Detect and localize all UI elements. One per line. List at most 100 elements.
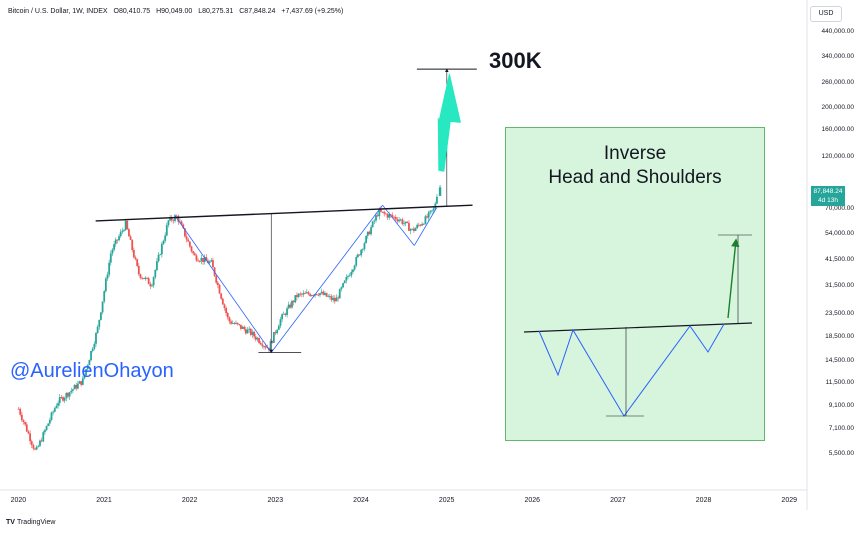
candle-body <box>393 216 396 218</box>
candle-body <box>124 220 127 231</box>
candle-body <box>307 292 310 295</box>
candle-body <box>62 397 64 401</box>
y-tick-label: 18,500.00 <box>825 333 854 341</box>
candle-body <box>76 383 79 389</box>
y-tick-label: 160,000.00 <box>821 125 854 133</box>
candle-body <box>154 269 157 278</box>
candle-body <box>30 441 33 445</box>
candle-body <box>202 257 204 263</box>
pattern-lines <box>174 204 437 353</box>
projection-arrow <box>437 73 461 172</box>
x-tick-label: 2027 <box>610 497 626 504</box>
x-tick-label: 2023 <box>267 497 284 504</box>
candle-body <box>277 325 280 330</box>
candle-body <box>218 284 221 294</box>
candle-body <box>157 254 160 262</box>
candle-body <box>177 215 180 222</box>
candle-body <box>25 424 28 432</box>
candle-body <box>312 295 315 296</box>
candle-body <box>342 283 344 288</box>
candle-body <box>360 249 363 256</box>
candle-body <box>142 278 145 280</box>
candle-body <box>119 231 122 237</box>
candle-body <box>287 304 290 309</box>
candle-body <box>106 274 109 279</box>
candle-body <box>254 336 257 340</box>
candle-body <box>327 296 330 298</box>
candle-body <box>146 277 148 279</box>
candle-body <box>91 348 94 352</box>
candle-body <box>47 423 50 426</box>
candle-body <box>365 235 368 243</box>
candle-body <box>88 360 91 366</box>
candle-body <box>338 289 341 299</box>
candle-body <box>24 421 27 425</box>
candle-body <box>398 219 400 222</box>
candle-body <box>210 260 213 262</box>
candle-body <box>256 338 259 340</box>
candle-body <box>269 341 272 351</box>
x-tick-label: 2026 <box>524 497 541 504</box>
candle-body <box>411 228 414 230</box>
candle-body <box>322 291 325 295</box>
candle-body <box>343 280 346 284</box>
candle-body <box>391 215 394 217</box>
candle-body <box>215 275 218 283</box>
pattern-line <box>174 214 272 353</box>
candle-body <box>203 257 206 263</box>
candle-body <box>35 446 38 450</box>
candle-body <box>223 304 226 308</box>
candle-body <box>419 224 422 226</box>
candle-body <box>243 326 246 330</box>
candle-body <box>53 408 56 412</box>
candle-body <box>190 246 193 252</box>
candle-body <box>284 313 287 316</box>
candle-body <box>109 253 112 263</box>
candle-body <box>139 274 142 278</box>
candle-body <box>40 440 43 442</box>
candle-body <box>159 254 162 256</box>
candle-body <box>238 324 241 325</box>
symbol-header: Bitcoin / U.S. Dollar, 1W, INDEX O80,410… <box>8 8 347 15</box>
candle-body <box>205 257 208 261</box>
candle-body <box>282 313 285 315</box>
candle-body <box>274 332 277 334</box>
y-tick-label: 11,500.00 <box>825 379 854 387</box>
candle-body <box>212 260 214 268</box>
candle-body <box>422 223 425 225</box>
candle-body <box>409 229 412 231</box>
candle-body <box>27 431 30 434</box>
candle-body <box>258 338 260 343</box>
author-handle: @AurelienOhayon <box>10 360 174 382</box>
tradingview-logo-mark: TV <box>6 519 15 526</box>
candle-body <box>60 397 63 398</box>
candle-body <box>424 216 427 225</box>
candle-body <box>333 298 336 302</box>
candle-body <box>104 278 107 292</box>
candle-body <box>164 235 167 241</box>
inset-pattern-path <box>538 323 725 417</box>
ohlc-change: +7,437.69 (+9.25%) <box>281 8 344 15</box>
currency-button[interactable]: USD <box>810 6 842 22</box>
candle-body <box>179 221 181 223</box>
candle-body <box>276 329 279 334</box>
candle-body <box>388 214 391 218</box>
candle-body <box>421 223 424 226</box>
candle-body <box>188 241 191 247</box>
candle-body <box>208 261 211 264</box>
candle-body <box>383 211 386 214</box>
candle-body <box>297 293 300 297</box>
candle-body <box>289 304 292 308</box>
candle-body <box>434 203 437 209</box>
candle-body <box>78 381 81 384</box>
y-tick-label: 23,500.00 <box>825 310 854 318</box>
candle-body <box>240 324 242 329</box>
tradingview-logo[interactable]: TV TradingView <box>6 519 55 526</box>
candle-body <box>96 326 99 334</box>
candle-body <box>72 389 74 391</box>
candle-body <box>406 221 409 223</box>
y-tick-label: 200,000.00 <box>821 104 854 112</box>
candle-body <box>417 224 420 226</box>
candle-body <box>65 393 68 398</box>
y-tick-label: 31,500.00 <box>825 282 854 290</box>
